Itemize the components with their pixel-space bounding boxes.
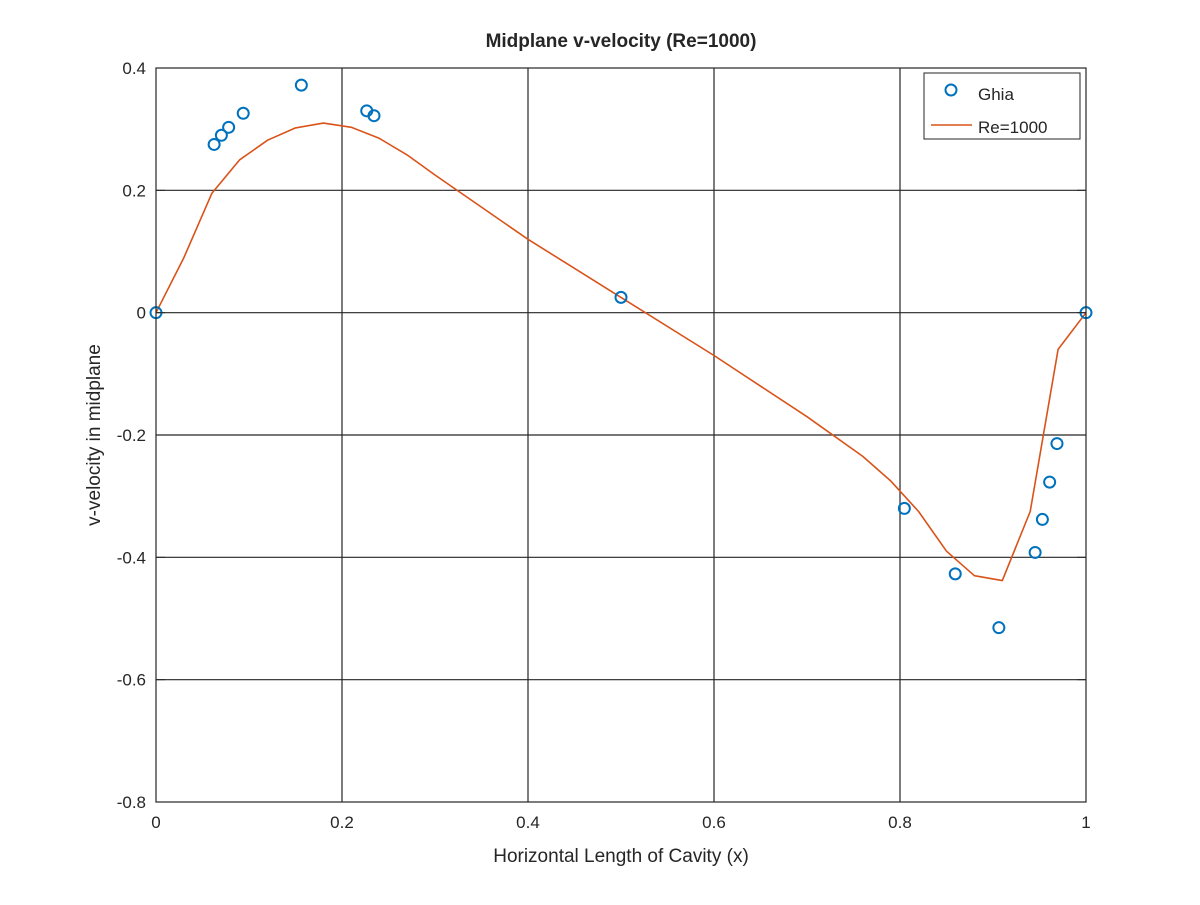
data-point-ghia	[1050, 437, 1064, 451]
y-tick-label: 0.4	[122, 59, 146, 78]
data-point-ghia	[367, 109, 381, 123]
y-tick-label: 0.2	[122, 181, 146, 200]
data-point-ghia	[222, 120, 236, 134]
x-tick-label: 0.2	[330, 813, 354, 832]
data-point-ghia	[992, 621, 1006, 635]
series-line-re1000	[155, 122, 1087, 582]
x-tick-label: 0.6	[702, 813, 726, 832]
chart-title: Midplane v-velocity (Re=1000)	[486, 31, 757, 52]
legend: Ghia Re=1000	[923, 72, 1081, 140]
data-point-ghia	[236, 106, 250, 120]
series-layer	[149, 78, 1093, 635]
y-axis-label: v-velocity in midplane	[84, 344, 105, 526]
y-tick-label: -0.4	[117, 548, 146, 567]
x-tick-label: 0	[151, 813, 160, 832]
x-tick-label: 1	[1081, 813, 1090, 832]
data-point-ghia	[214, 128, 228, 142]
data-point-ghia	[1035, 512, 1049, 526]
data-point-ghia	[294, 78, 308, 92]
legend-label-ghia: Ghia	[978, 85, 1014, 104]
y-tick-label: -0.2	[117, 426, 146, 445]
y-tick-label: -0.6	[117, 671, 146, 690]
ticks: 0 0.2 0.4 0.6 0.8 1 -0.8 -0.6 -0.4 -0.2 0 0.2 0.4	[117, 59, 1091, 832]
x-tick-label: 0.8	[888, 813, 912, 832]
grid	[156, 68, 1086, 802]
y-tick-label: -0.8	[117, 793, 146, 812]
x-tick-label: 0.4	[516, 813, 540, 832]
y-tick-label: 0	[137, 304, 146, 323]
legend-label-re1000: Re=1000	[978, 118, 1047, 137]
data-point-ghia	[207, 137, 221, 151]
x-axis-label: Horizontal Length of Cavity (x)	[493, 846, 749, 867]
data-point-ghia	[897, 501, 911, 515]
legend-marker-ghia	[944, 83, 958, 97]
data-point-ghia	[1043, 475, 1057, 489]
data-point-ghia	[614, 290, 628, 304]
data-point-ghia	[948, 567, 962, 581]
data-point-ghia	[1028, 545, 1042, 559]
